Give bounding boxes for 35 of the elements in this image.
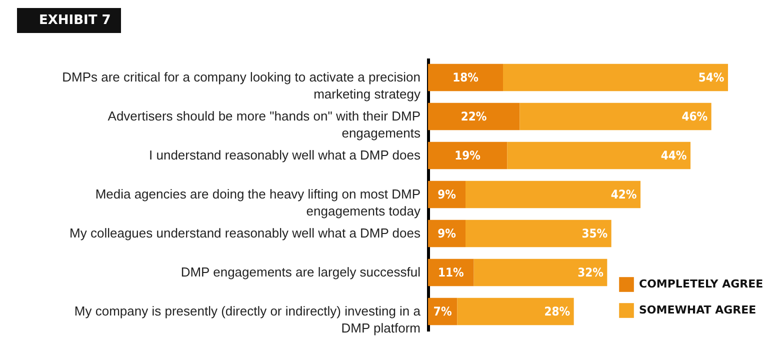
data-label: 44% xyxy=(660,148,687,162)
bar xyxy=(474,258,608,286)
y-tick-label: My company is presently (directly or indirectly) investing in a DMP platform xyxy=(74,304,422,336)
data-label: 18% xyxy=(452,70,479,84)
y-tick-label: DMP engagements are largely successful xyxy=(180,264,421,280)
y-tick-label: DMPs are critical for a company looking to activate a precision marketing strategy xyxy=(62,70,421,102)
legend-label: SOMEWHAT AGREE xyxy=(639,304,756,316)
legend-label: COMPLETELY AGREE xyxy=(639,278,764,290)
data-label: 19% xyxy=(454,148,481,162)
y-tick-label: Media agencies are doing the heavy lifting on most DMP engagements today xyxy=(95,186,421,218)
data-label: 22% xyxy=(460,110,487,124)
y-tick-label: My colleagues understand reasonably well what a DMP does xyxy=(70,226,421,240)
bar xyxy=(428,258,474,286)
data-label: 28% xyxy=(544,304,570,318)
bar xyxy=(428,142,508,170)
data-label: 11% xyxy=(438,266,464,280)
text: EXHIBIT 7 xyxy=(17,8,121,33)
data-label: 54% xyxy=(698,70,724,84)
bar xyxy=(503,64,728,92)
bar xyxy=(457,298,574,326)
bar xyxy=(520,102,712,130)
data-label: 9% xyxy=(438,188,456,202)
y-tick-label: Advertisers should be more "hands on" with their DMP engagements xyxy=(108,108,421,140)
data-label: 9% xyxy=(438,226,456,240)
data-label: 32% xyxy=(578,266,604,280)
data-label: 46% xyxy=(682,110,708,124)
bar xyxy=(466,220,612,248)
bar xyxy=(428,64,503,92)
bar xyxy=(428,102,520,130)
bar xyxy=(466,180,640,208)
data-label: 42% xyxy=(610,188,637,202)
y-tick-label: I understand reasonably well what a DMP does xyxy=(149,148,421,162)
data-label: 7% xyxy=(433,304,452,318)
bar xyxy=(507,142,690,170)
data-label: 35% xyxy=(582,226,608,240)
